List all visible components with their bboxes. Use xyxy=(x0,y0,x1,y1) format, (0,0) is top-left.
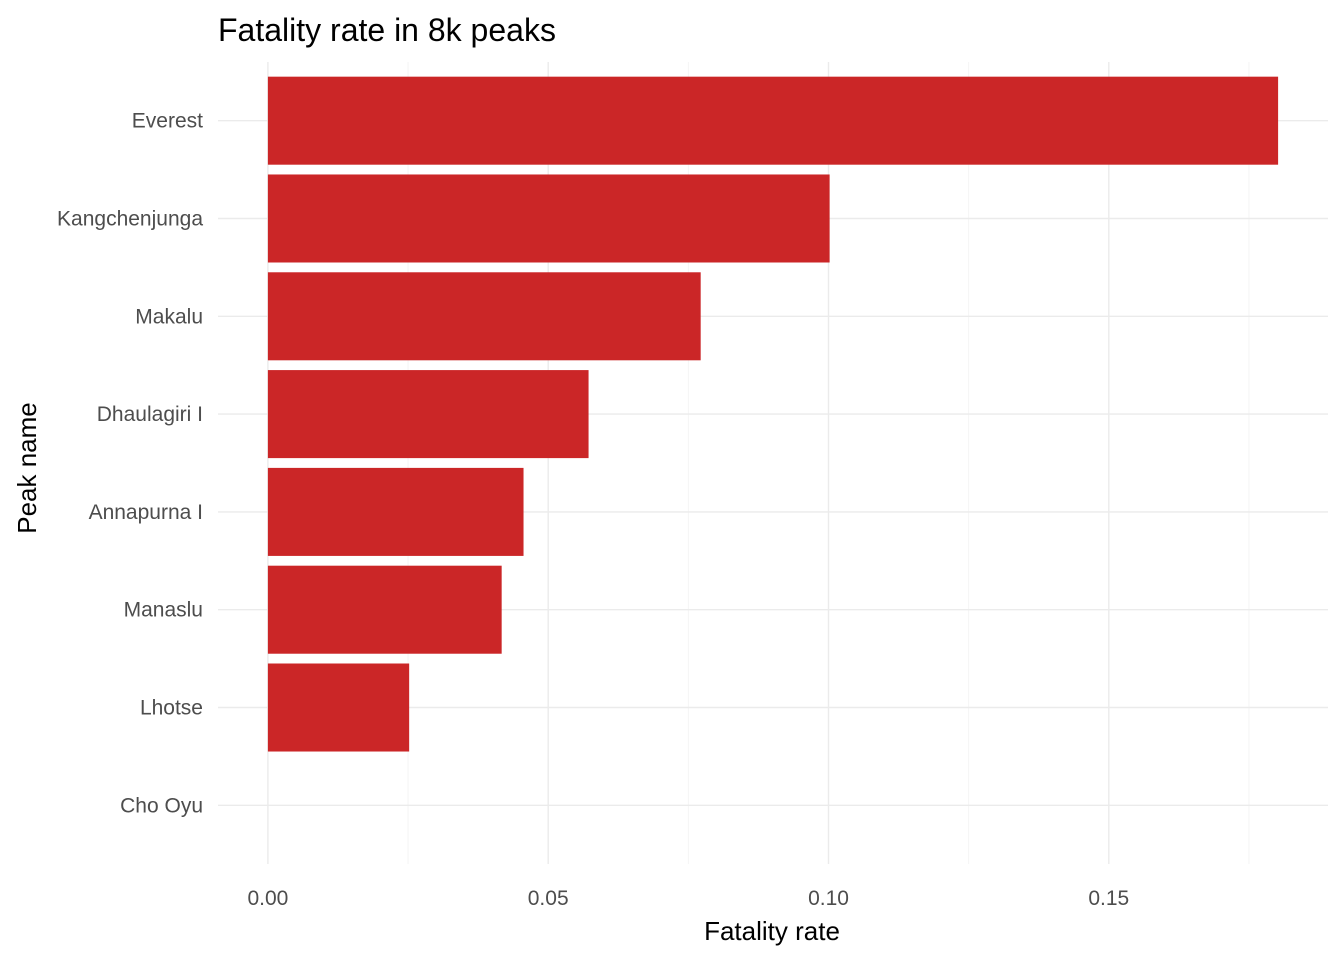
x-tick-label: 0.05 xyxy=(528,887,569,910)
y-tick-label: Everest xyxy=(132,110,203,133)
chart-title: Fatality rate in 8k peaks xyxy=(218,12,556,48)
bar xyxy=(267,370,589,459)
bar xyxy=(267,272,701,361)
bar xyxy=(267,76,1279,165)
bar xyxy=(267,467,524,556)
x-tick-labels: 0.00 0.05 0.10 0.15 xyxy=(247,887,1129,910)
y-tick-label: Cho Oyu xyxy=(120,794,203,817)
y-tick-label: Manaslu xyxy=(124,599,203,622)
bars xyxy=(267,76,1279,752)
y-tick-labels: Everest Kangchenjunga Makalu Dhaulagiri I An… xyxy=(57,110,203,818)
x-axis-title: Fatality rate xyxy=(704,916,840,946)
y-axis-title: Peak name xyxy=(12,402,42,534)
bar xyxy=(267,663,410,752)
y-tick-label: Makalu xyxy=(135,305,203,328)
bar xyxy=(267,174,830,263)
x-tick-label: 0.00 xyxy=(247,887,288,910)
y-tick-label: Kangchenjunga xyxy=(57,207,203,230)
x-tick-label: 0.10 xyxy=(808,887,849,910)
y-tick-label: Lhotse xyxy=(140,697,203,720)
y-tick-label: Annapurna I xyxy=(89,501,203,524)
y-tick-label: Dhaulagiri I xyxy=(97,403,203,426)
bar xyxy=(267,565,502,654)
x-tick-label: 0.15 xyxy=(1088,887,1129,910)
